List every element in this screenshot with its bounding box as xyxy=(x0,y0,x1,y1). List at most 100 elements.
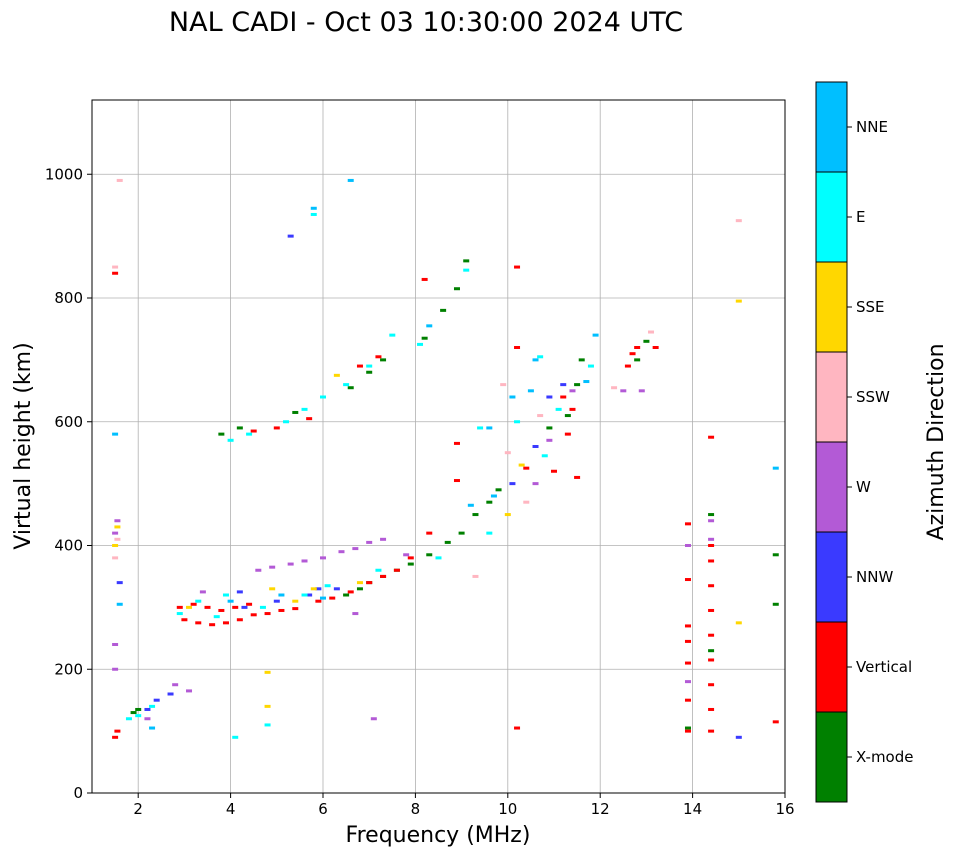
data-point-nne xyxy=(112,432,119,436)
data-point-vertical xyxy=(426,531,433,535)
data-point-vertical xyxy=(112,271,119,275)
data-point-x-mode xyxy=(574,383,581,387)
x-tick-label: 8 xyxy=(411,800,421,818)
data-point-nnw xyxy=(546,395,553,399)
data-point-vertical xyxy=(356,364,363,368)
data-point-w xyxy=(708,537,715,541)
data-point-vertical xyxy=(708,584,715,588)
data-point-nnw xyxy=(287,234,294,238)
colorbar-tick-label: SSW xyxy=(856,388,890,406)
data-point-e xyxy=(320,395,326,399)
data-point-x-mode xyxy=(356,587,363,591)
data-point-w xyxy=(172,683,179,687)
x-tick-label: 12 xyxy=(591,800,610,818)
data-point-e xyxy=(486,531,493,535)
data-point-e xyxy=(477,426,484,430)
colorbar-tick-label: W xyxy=(856,478,871,496)
data-point-vertical xyxy=(273,426,280,430)
data-point-x-mode xyxy=(421,336,428,340)
data-point-e xyxy=(301,407,308,411)
data-point-e xyxy=(246,432,253,436)
colorbar-segment xyxy=(816,82,847,172)
data-point-vertical xyxy=(523,466,530,470)
data-point-w xyxy=(199,590,206,594)
data-point-x-mode xyxy=(463,259,470,263)
data-point-vertical xyxy=(624,364,631,368)
data-point-x-mode xyxy=(130,711,137,715)
data-point-nne xyxy=(310,206,317,210)
data-point-w xyxy=(186,689,193,693)
data-point-vertical xyxy=(347,590,354,594)
data-point-e xyxy=(195,599,202,603)
data-point-x-mode xyxy=(634,358,641,362)
data-point-vertical xyxy=(684,522,691,526)
data-point-e xyxy=(343,383,350,387)
data-point-e xyxy=(514,420,521,424)
colorbar-label: Azimuth Direction xyxy=(924,343,949,540)
data-point-nne xyxy=(583,380,590,384)
data-point-nnw xyxy=(116,581,123,585)
data-point-vertical xyxy=(652,346,659,349)
data-point-vertical xyxy=(232,605,239,609)
colorbar: X-mode Vertical NNW W SSW SSE E NNE xyxy=(815,81,913,803)
data-point-x-mode xyxy=(643,339,650,343)
data-point-e xyxy=(213,615,220,619)
y-tick-label: 600 xyxy=(54,413,83,431)
data-point-sse xyxy=(269,587,276,591)
data-point-vertical xyxy=(250,429,257,433)
data-point-vertical xyxy=(246,602,253,606)
data-point-vertical xyxy=(684,729,691,733)
data-point-w xyxy=(366,540,373,544)
colorbar-segment xyxy=(816,622,847,712)
data-point-vertical xyxy=(375,355,382,359)
data-point-sse xyxy=(333,373,340,377)
data-point-ssw xyxy=(648,330,655,334)
data-point-w xyxy=(287,562,294,566)
data-point-x-mode xyxy=(453,287,460,291)
data-point-vertical xyxy=(421,277,428,281)
data-point-sse xyxy=(735,299,742,303)
data-point-vertical xyxy=(329,596,336,600)
data-point-nne xyxy=(527,389,534,393)
x-axis-label: Frequency (MHz) xyxy=(346,823,531,848)
data-point-nnw xyxy=(509,482,516,486)
data-point-vertical xyxy=(112,735,119,739)
data-point-sse xyxy=(186,605,193,609)
data-point-w xyxy=(320,556,326,560)
data-point-vertical xyxy=(190,602,197,606)
data-point-vertical xyxy=(514,265,521,269)
data-point-w xyxy=(338,550,345,554)
data-point-w xyxy=(638,389,645,393)
data-point-sse xyxy=(264,704,271,708)
data-point-sse xyxy=(310,587,317,591)
data-point-nne xyxy=(592,333,599,337)
data-point-vertical xyxy=(772,720,779,724)
data-point-sse xyxy=(504,513,511,517)
data-point-nnw xyxy=(560,383,567,387)
data-point-w xyxy=(620,389,627,393)
x-tick-label: 16 xyxy=(775,800,794,818)
data-point-vertical xyxy=(292,607,299,611)
data-point-vertical xyxy=(114,729,121,733)
data-point-vertical xyxy=(366,581,373,585)
data-point-x-mode xyxy=(426,553,433,557)
data-point-x-mode xyxy=(486,500,493,504)
data-point-ssw xyxy=(112,556,119,560)
colorbar-tick-label: E xyxy=(856,208,865,226)
y-axis-label: Virtual height (km) xyxy=(11,342,36,549)
data-point-w xyxy=(352,612,359,616)
data-point-vertical xyxy=(218,608,225,612)
data-point-vertical xyxy=(278,608,285,612)
plot-frame xyxy=(91,99,786,794)
plot-area: 2 4 6 8 10 12 14 16 0 200 400 600 800 1000 xyxy=(45,99,795,818)
colorbar-tick-label: NNW xyxy=(856,568,893,586)
data-point-vertical xyxy=(684,639,691,643)
data-point-w xyxy=(255,568,262,572)
data-point-w xyxy=(370,717,377,721)
data-point-w xyxy=(112,667,119,671)
data-point-e xyxy=(389,333,396,337)
y-tick-label: 800 xyxy=(54,289,83,307)
data-point-x-mode xyxy=(347,386,354,390)
x-tick-label: 14 xyxy=(683,800,702,818)
